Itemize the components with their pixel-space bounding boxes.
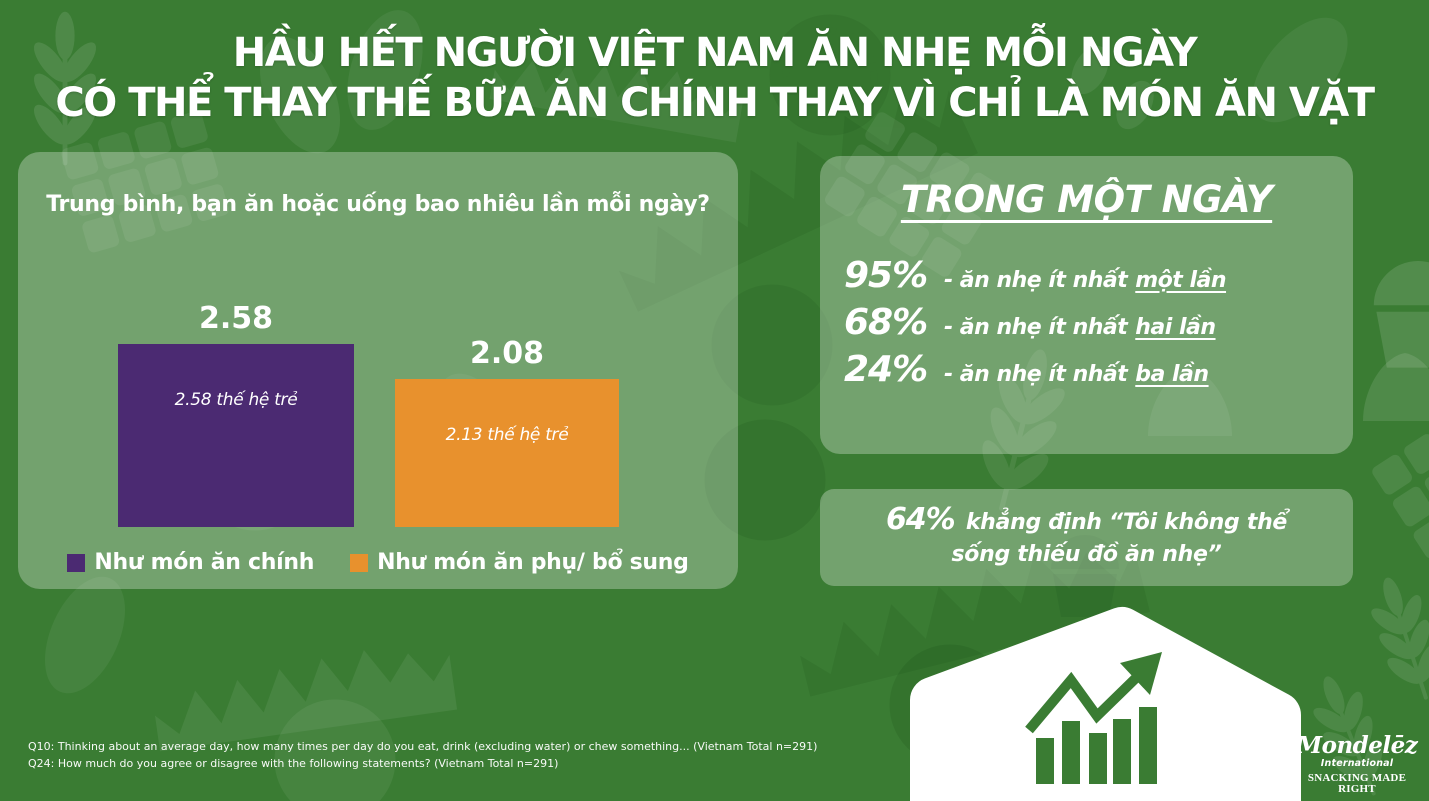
footnote-q10: Q10: Thinking about an average day, how … xyxy=(28,740,818,753)
chart-question: Trung bình, bạn ăn hoặc uống bao nhiêu l… xyxy=(46,192,710,217)
stat-text: - ăn nhẹ ít nhất xyxy=(944,268,1128,293)
bar-main-meal: 2.58 thế hệ trẻ xyxy=(118,343,354,527)
stat-text: - ăn nhẹ ít nhất xyxy=(944,315,1128,340)
mondelez-logo: Mondelēz International SNACKING MADE RIG… xyxy=(1292,734,1422,796)
stat-row-twice: 68% - ăn nhẹ ít nhất hai lần xyxy=(844,302,1353,349)
legend-label-main-meal: Như món ăn chính xyxy=(94,550,315,575)
footnotes: Q10: Thinking about an average day, how … xyxy=(28,738,817,772)
stats-title: TRONG MỘT NGÀY xyxy=(900,178,1273,221)
daily-stats-panel: TRONG MỘT NGÀY 95% - ăn nhẹ ít nhất một … xyxy=(820,156,1353,454)
stat-emphasis: một lần xyxy=(1135,268,1227,293)
legend-label-supplement: Như món ăn phụ/ bổ sung xyxy=(377,550,689,575)
stat-pct: 24% xyxy=(844,349,928,390)
quote-content: 64% khẳng định “Tôi không thể sống thiếu… xyxy=(886,504,1288,571)
quote-text: khẳng định “Tôi không thể sống thiếu đồ … xyxy=(951,510,1288,567)
bar-main-meal-value: 2.58 xyxy=(198,300,274,336)
stat-row-once: 95% - ăn nhẹ ít nhất một lần xyxy=(844,255,1353,302)
chart-legend: Như món ăn chính Như món ăn phụ/ bổ sung xyxy=(18,550,738,575)
stat-pct: 68% xyxy=(844,302,928,343)
title-line-2: CÓ THỂ THAY THẾ BỮA ĂN CHÍNH THAY VÌ CHỈ… xyxy=(55,80,1375,126)
snacking-made-right-tagline: SNACKING MADE RIGHT xyxy=(1307,772,1407,795)
stat-row-three-times: 24% - ăn nhẹ ít nhất ba lần xyxy=(844,349,1353,396)
slide-title: HẦU HẾT NGƯỜI VIỆT NAM ĂN NHẸ MỖI NGÀY C… xyxy=(0,28,1429,128)
mondelez-brand-wordmark: Mondelēz xyxy=(1296,731,1418,759)
bar-main-meal-inner-label: 2.58 thế hệ trẻ xyxy=(174,389,298,410)
legend-swatch-purple-icon xyxy=(67,553,86,572)
bar-supplement-value: 2.08 xyxy=(469,336,545,372)
quote-percentage: 64% xyxy=(885,502,956,537)
mondelez-international-label: International xyxy=(1320,757,1394,769)
bar-supplement-inner-label: 2.13 thế hệ trẻ xyxy=(445,425,569,446)
stat-emphasis: hai lần xyxy=(1135,315,1216,340)
title-line-1: HẦU HẾT NGƯỜI VIỆT NAM ĂN NHẸ MỖI NGÀY xyxy=(232,30,1198,76)
legend-item-main-meal: Như món ăn chính xyxy=(67,550,314,575)
stat-emphasis: ba lần xyxy=(1135,362,1209,387)
legend-swatch-orange-icon xyxy=(350,553,369,572)
stats-rows: 95% - ăn nhẹ ít nhất một lần 68% - ăn nh… xyxy=(844,255,1353,396)
quote-panel: 64% khẳng định “Tôi không thể sống thiếu… xyxy=(820,489,1353,586)
legend-item-supplement: Như món ăn phụ/ bổ sung xyxy=(350,550,689,575)
chart-panel: Trung bình, bạn ăn hoặc uống bao nhiêu l… xyxy=(18,152,738,589)
bar-supplement: 2.13 thế hệ trẻ xyxy=(395,379,619,527)
stat-pct: 95% xyxy=(844,255,928,296)
stat-text: - ăn nhẹ ít nhất xyxy=(944,362,1128,387)
footnote-q24: Q24: How much do you agree or disagree w… xyxy=(28,757,559,770)
